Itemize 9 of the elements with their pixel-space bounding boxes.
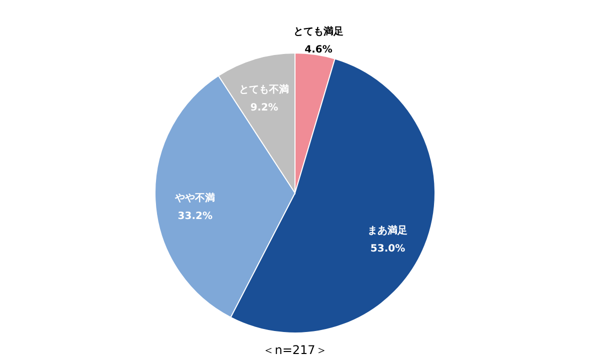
data-label: 33.2%: [178, 211, 212, 222]
slice-label: とても不満: [239, 83, 290, 96]
data-label: 53.0%: [370, 243, 406, 254]
slice-label: まあ満足: [368, 224, 408, 236]
data-label: 4.6%: [304, 44, 332, 56]
slice-label: とても満足: [293, 26, 344, 38]
text: ＜n=217＞: [262, 343, 328, 357]
data-label: 9.2%: [250, 102, 278, 114]
slice-label: やや不満: [174, 192, 216, 204]
